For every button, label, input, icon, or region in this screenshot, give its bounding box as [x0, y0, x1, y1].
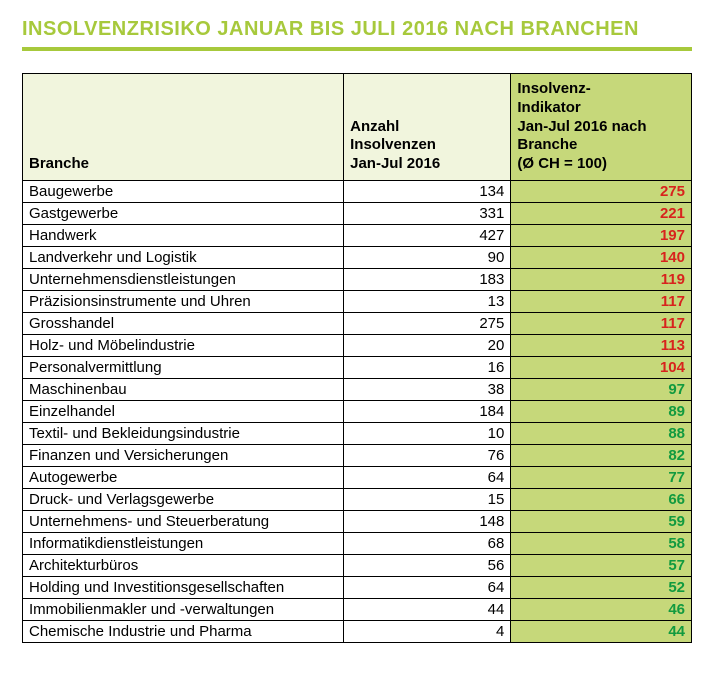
header-branche: Branche	[23, 74, 344, 181]
table-row: Landverkehr und Logistik90140	[23, 246, 692, 268]
cell-indikator: 113	[511, 334, 692, 356]
cell-indikator: 57	[511, 554, 692, 576]
cell-branche: Personalvermittlung	[23, 356, 344, 378]
page-title: INSOLVENZRISIKO JANUAR BIS JULI 2016 NAC…	[22, 18, 692, 41]
cell-anzahl: 331	[344, 202, 511, 224]
table-header-row: Branche AnzahlInsolvenzenJan-Jul 2016 In…	[23, 74, 692, 181]
cell-indikator: 197	[511, 224, 692, 246]
cell-anzahl: 44	[344, 598, 511, 620]
cell-anzahl: 15	[344, 488, 511, 510]
cell-anzahl: 68	[344, 532, 511, 554]
cell-indikator: 82	[511, 444, 692, 466]
cell-branche: Chemische Industrie und Pharma	[23, 620, 344, 642]
cell-anzahl: 275	[344, 312, 511, 334]
cell-indikator: 88	[511, 422, 692, 444]
cell-branche: Baugewerbe	[23, 180, 344, 202]
cell-branche: Maschinenbau	[23, 378, 344, 400]
cell-anzahl: 64	[344, 576, 511, 598]
table-row: Unternehmensdienstleistungen183119	[23, 268, 692, 290]
cell-branche: Textil- und Bekleidungsindustrie	[23, 422, 344, 444]
table-row: Architekturbüros5657	[23, 554, 692, 576]
cell-anzahl: 16	[344, 356, 511, 378]
table-row: Druck- und Verlagsgewerbe1566	[23, 488, 692, 510]
table-row: Unternehmens- und Steuerberatung14859	[23, 510, 692, 532]
table-row: Informatikdienstleistungen6858	[23, 532, 692, 554]
cell-anzahl: 76	[344, 444, 511, 466]
cell-anzahl: 56	[344, 554, 511, 576]
cell-branche: Immobilienmakler und -verwaltungen	[23, 598, 344, 620]
cell-indikator: 275	[511, 180, 692, 202]
table-row: Holding und Investitionsgesellschaften64…	[23, 576, 692, 598]
cell-branche: Informatikdienstleistungen	[23, 532, 344, 554]
cell-branche: Autogewerbe	[23, 466, 344, 488]
header-indikator: Insolvenz-IndikatorJan-Jul 2016 nachBran…	[511, 74, 692, 181]
cell-branche: Landverkehr und Logistik	[23, 246, 344, 268]
cell-anzahl: 20	[344, 334, 511, 356]
table-row: Präzisionsinstrumente und Uhren13117	[23, 290, 692, 312]
cell-indikator: 117	[511, 312, 692, 334]
cell-anzahl: 427	[344, 224, 511, 246]
cell-branche: Holding und Investitionsgesellschaften	[23, 576, 344, 598]
cell-anzahl: 4	[344, 620, 511, 642]
table-row: Gastgewerbe331221	[23, 202, 692, 224]
cell-anzahl: 13	[344, 290, 511, 312]
cell-indikator: 46	[511, 598, 692, 620]
cell-branche: Architekturbüros	[23, 554, 344, 576]
cell-branche: Einzelhandel	[23, 400, 344, 422]
cell-indikator: 119	[511, 268, 692, 290]
cell-branche: Finanzen und Versicherungen	[23, 444, 344, 466]
cell-indikator: 140	[511, 246, 692, 268]
cell-indikator: 221	[511, 202, 692, 224]
cell-branche: Unternehmens- und Steuerberatung	[23, 510, 344, 532]
insolvency-table: Branche AnzahlInsolvenzenJan-Jul 2016 In…	[22, 73, 692, 643]
table-row: Personalvermittlung16104	[23, 356, 692, 378]
cell-anzahl: 64	[344, 466, 511, 488]
cell-indikator: 58	[511, 532, 692, 554]
cell-branche: Holz- und Möbelindustrie	[23, 334, 344, 356]
table-row: Grosshandel275117	[23, 312, 692, 334]
table-row: Finanzen und Versicherungen7682	[23, 444, 692, 466]
cell-anzahl: 10	[344, 422, 511, 444]
cell-branche: Druck- und Verlagsgewerbe	[23, 488, 344, 510]
cell-indikator: 117	[511, 290, 692, 312]
cell-branche: Unternehmensdienstleistungen	[23, 268, 344, 290]
cell-anzahl: 134	[344, 180, 511, 202]
cell-anzahl: 184	[344, 400, 511, 422]
cell-indikator: 59	[511, 510, 692, 532]
cell-branche: Grosshandel	[23, 312, 344, 334]
table-row: Immobilienmakler und -verwaltungen4446	[23, 598, 692, 620]
cell-indikator: 97	[511, 378, 692, 400]
table-row: Chemische Industrie und Pharma444	[23, 620, 692, 642]
cell-indikator: 89	[511, 400, 692, 422]
cell-anzahl: 38	[344, 378, 511, 400]
cell-indikator: 44	[511, 620, 692, 642]
cell-indikator: 66	[511, 488, 692, 510]
table-row: Maschinenbau3897	[23, 378, 692, 400]
table-row: Einzelhandel18489	[23, 400, 692, 422]
cell-branche: Gastgewerbe	[23, 202, 344, 224]
table-row: Holz- und Möbelindustrie20113	[23, 334, 692, 356]
title-underline	[22, 47, 692, 51]
cell-anzahl: 183	[344, 268, 511, 290]
table-body: Baugewerbe134275Gastgewerbe331221Handwer…	[23, 180, 692, 642]
cell-anzahl: 148	[344, 510, 511, 532]
cell-anzahl: 90	[344, 246, 511, 268]
cell-indikator: 52	[511, 576, 692, 598]
cell-branche: Handwerk	[23, 224, 344, 246]
cell-indikator: 77	[511, 466, 692, 488]
table-row: Baugewerbe134275	[23, 180, 692, 202]
cell-indikator: 104	[511, 356, 692, 378]
table-row: Autogewerbe6477	[23, 466, 692, 488]
table-row: Textil- und Bekleidungsindustrie1088	[23, 422, 692, 444]
header-anzahl: AnzahlInsolvenzenJan-Jul 2016	[344, 74, 511, 181]
cell-branche: Präzisionsinstrumente und Uhren	[23, 290, 344, 312]
table-row: Handwerk427197	[23, 224, 692, 246]
